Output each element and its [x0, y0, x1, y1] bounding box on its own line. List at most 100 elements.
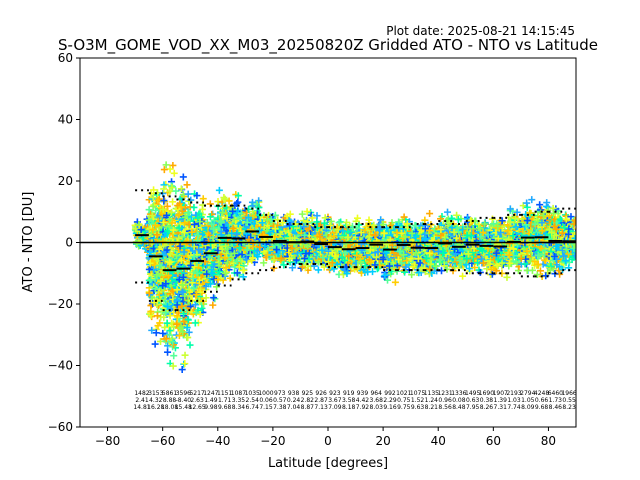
data-point [205, 253, 213, 261]
data-point [153, 312, 161, 320]
data-point [179, 288, 187, 296]
data-point [196, 218, 204, 226]
data-point [161, 323, 169, 331]
data-point [185, 328, 193, 336]
data-point [187, 261, 195, 269]
data-point [206, 213, 214, 221]
data-point [145, 289, 153, 297]
data-point [151, 340, 159, 348]
data-point [190, 220, 198, 228]
data-point [174, 211, 182, 219]
data-point [170, 226, 178, 234]
data-point [190, 263, 198, 271]
data-point [175, 234, 183, 242]
data-point [193, 192, 201, 200]
data-point [163, 319, 171, 327]
data-point [203, 270, 211, 278]
data-point [160, 166, 168, 174]
data-point [155, 245, 163, 253]
data-point [174, 253, 182, 261]
data-point [175, 246, 183, 254]
data-point [180, 317, 188, 325]
data-point [133, 240, 141, 248]
data-point [159, 329, 167, 337]
data-point [248, 198, 256, 206]
data-point [160, 197, 168, 205]
data-point [199, 195, 207, 203]
data-point [165, 215, 173, 223]
data-point [177, 257, 185, 265]
data-point [195, 276, 203, 284]
data-point [148, 195, 156, 203]
data-point [137, 226, 145, 234]
data-point [183, 181, 191, 189]
data-point [176, 242, 184, 250]
data-point [210, 216, 218, 224]
data-point [216, 268, 224, 276]
data-point [161, 307, 169, 315]
data-point [169, 362, 177, 370]
data-point [223, 204, 231, 212]
data-points [131, 161, 576, 374]
data-point [179, 328, 187, 336]
data-point [174, 202, 182, 210]
data-point [166, 258, 174, 266]
data-point [169, 288, 177, 296]
data-point [153, 231, 161, 239]
data-point [169, 338, 177, 346]
data-point [190, 243, 198, 251]
data-point [193, 291, 201, 299]
data-point [167, 208, 175, 216]
data-point [166, 187, 174, 195]
data-point [173, 320, 181, 328]
data-point [215, 262, 223, 270]
data-point [172, 187, 180, 195]
data-point [225, 197, 233, 205]
data-point [149, 300, 157, 308]
data-point [175, 332, 183, 340]
data-point [178, 302, 186, 310]
data-point [150, 299, 158, 307]
data-point [165, 272, 173, 280]
data-point [164, 348, 172, 356]
data-point [170, 169, 178, 177]
data-point [339, 271, 347, 279]
data-point [189, 274, 197, 282]
data-point [149, 226, 157, 234]
data-point [187, 302, 195, 310]
data-point [187, 252, 195, 260]
data-point [153, 271, 161, 279]
data-point [149, 202, 157, 210]
data-point [181, 360, 189, 368]
data-point [155, 262, 163, 270]
data-point [202, 282, 210, 290]
data-point [221, 269, 229, 277]
data-point [180, 310, 188, 318]
data-point [175, 210, 183, 218]
data-point [194, 214, 202, 222]
data-point [391, 278, 399, 286]
chart-title: S-O3M_GOME_VOD_XX_M03_20250820Z Gridded … [58, 36, 598, 55]
data-point [180, 229, 188, 237]
data-point [151, 285, 159, 293]
data-point [179, 273, 187, 281]
data-point [154, 196, 162, 204]
data-point [183, 324, 191, 332]
data-point [162, 335, 170, 343]
data-point [173, 252, 181, 260]
data-point [146, 248, 154, 256]
data-point [148, 326, 156, 334]
data-point [152, 329, 160, 337]
data-point [160, 185, 168, 193]
data-point [191, 319, 199, 327]
data-point [152, 207, 160, 215]
data-point [190, 253, 198, 261]
data-point [147, 307, 155, 315]
data-point [193, 269, 201, 277]
data-point [186, 341, 194, 349]
data-point [175, 224, 183, 232]
data-point [173, 286, 181, 294]
data-point [176, 220, 184, 228]
data-point [215, 186, 223, 194]
